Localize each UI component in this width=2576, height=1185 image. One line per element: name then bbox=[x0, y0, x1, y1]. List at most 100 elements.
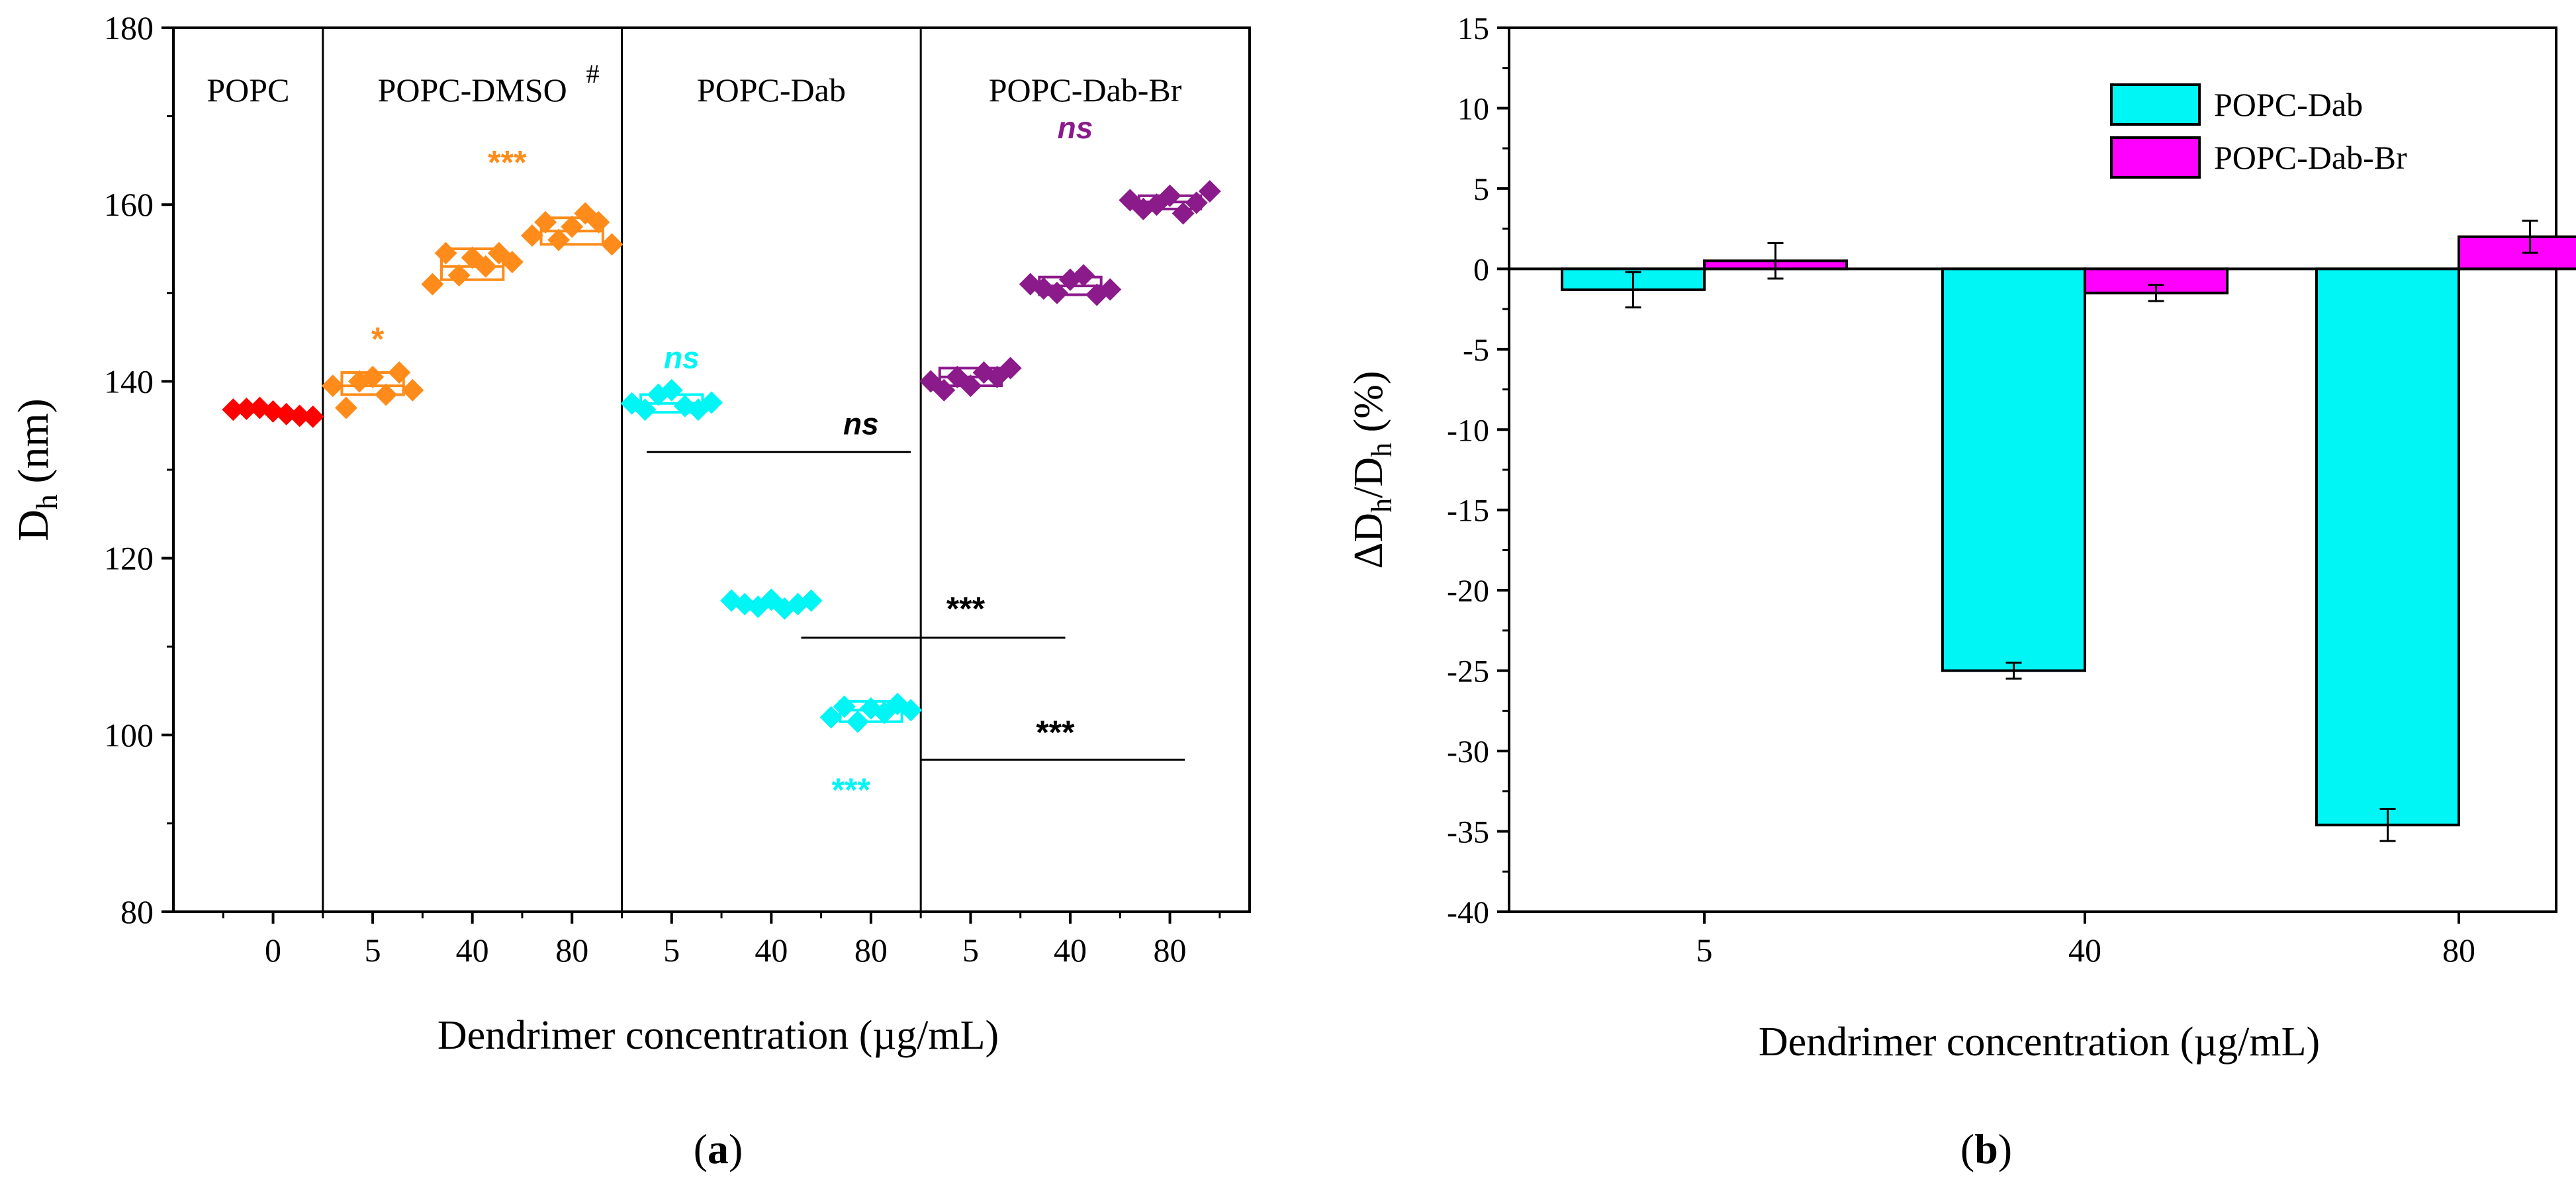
y-tick-label-a: 80 bbox=[120, 893, 154, 930]
significance-annotation: * bbox=[371, 321, 385, 358]
y-tick-label-a: 140 bbox=[104, 363, 154, 400]
y-tick-label-b: -5 bbox=[1463, 333, 1489, 368]
data-point bbox=[421, 273, 444, 296]
data-point bbox=[521, 224, 543, 247]
data-point bbox=[660, 378, 683, 402]
data-point bbox=[600, 233, 623, 256]
y-label-unit: (nm) bbox=[9, 398, 58, 494]
y-tick-label-b: -35 bbox=[1447, 815, 1489, 850]
data-point bbox=[401, 378, 424, 402]
data-point bbox=[1099, 278, 1122, 301]
panel-label-letter: a bbox=[708, 1125, 729, 1172]
y-label-sub: h bbox=[30, 494, 64, 509]
x-axis-label-b: Dendrimer concentration (µg/mL) bbox=[1759, 1020, 2320, 1065]
group-label-superscript: # bbox=[586, 59, 600, 89]
significance-annotation: *** bbox=[1036, 714, 1075, 751]
y-tick-label-a: 120 bbox=[104, 540, 154, 577]
data-point bbox=[474, 255, 497, 278]
data-point bbox=[1172, 202, 1195, 225]
data-point bbox=[534, 210, 557, 234]
y-tick-label-b: 10 bbox=[1457, 91, 1489, 126]
y-tick-label-b: 15 bbox=[1457, 11, 1489, 46]
y-tick-label-a: 100 bbox=[104, 717, 154, 754]
data-point bbox=[846, 710, 869, 733]
y-tick-label-b: -15 bbox=[1447, 494, 1489, 529]
legend-label: POPC-Dab bbox=[2214, 86, 2363, 123]
y-tick-label-b: -20 bbox=[1447, 574, 1489, 609]
y-tick-label-b: 5 bbox=[1473, 172, 1489, 207]
data-point bbox=[388, 361, 411, 384]
data-point bbox=[899, 699, 923, 722]
significance-annotation: ns bbox=[664, 340, 700, 374]
x-axis-label-a: Dendrimer concentration (µg/mL) bbox=[437, 1013, 999, 1058]
data-point bbox=[275, 402, 298, 425]
group-label-popc: POPC bbox=[207, 71, 289, 109]
data-point bbox=[1045, 281, 1068, 304]
y-label-sub: h bbox=[1365, 443, 1398, 457]
data-point bbox=[700, 391, 723, 414]
data-point bbox=[833, 695, 856, 719]
data-point bbox=[321, 374, 344, 398]
x-tick-label-b: 40 bbox=[2068, 932, 2101, 969]
panel-label-letter: b bbox=[1974, 1125, 1998, 1172]
y-label-sub: h bbox=[1365, 498, 1398, 513]
x-tick-label-b: 80 bbox=[2442, 932, 2475, 969]
x-tick-label-a: 40 bbox=[1054, 932, 1087, 969]
x-tick-label-a: 80 bbox=[555, 932, 588, 969]
y-tick-label-b: -10 bbox=[1447, 413, 1489, 448]
data-point bbox=[819, 706, 843, 729]
x-tick-label-a: 40 bbox=[755, 932, 788, 969]
data-point bbox=[1072, 264, 1095, 287]
significance-annotation: *** bbox=[488, 144, 527, 181]
data-point bbox=[288, 404, 311, 427]
data-point bbox=[301, 405, 324, 428]
data-point bbox=[434, 241, 457, 265]
y-axis-label-a: Dh (nm) bbox=[9, 398, 64, 541]
chart-a: 80 100 120 140 160 180 0 5 40 80 5 40 80 5 40 80 POPC POP… bbox=[9, 9, 1251, 1172]
data-point bbox=[561, 215, 584, 238]
significance-annotation: *** bbox=[832, 771, 871, 809]
x-tick-label-b: 5 bbox=[1696, 932, 1713, 969]
data-point bbox=[633, 398, 657, 421]
y-label-main: ΔD bbox=[1346, 513, 1391, 569]
data-point bbox=[222, 398, 245, 421]
data-point bbox=[235, 397, 258, 420]
y-tick-label-b: -30 bbox=[1447, 734, 1489, 769]
y-label-unit: (%) bbox=[1346, 371, 1391, 442]
chart-b: -40 -35 -30 -25 -20 -15 -10 -5 0 5 10 15 5 40 80 POPC-D… bbox=[1346, 11, 2576, 1172]
significance-annotation: *** bbox=[946, 590, 986, 627]
data-point bbox=[1185, 191, 1208, 214]
x-tick-label-a: 40 bbox=[456, 932, 489, 969]
data-point bbox=[334, 396, 357, 419]
y-tick-label-b: 0 bbox=[1473, 252, 1489, 287]
plot-frame-a bbox=[172, 26, 1251, 913]
significance-annotation: ns bbox=[1058, 110, 1093, 145]
data-point bbox=[447, 264, 471, 287]
data-point bbox=[547, 228, 571, 251]
group-label-popc-dab-br: POPC-Dab-Br bbox=[989, 71, 1182, 109]
legend-label: POPC-Dab-Br bbox=[2214, 139, 2407, 176]
y-axis-label-b: ΔDh/Dh (%) bbox=[1346, 371, 1398, 568]
data-point bbox=[959, 374, 982, 398]
panel-label-paren: ( bbox=[1960, 1125, 1974, 1172]
panel-label-paren: ) bbox=[729, 1125, 743, 1172]
data-point bbox=[375, 383, 398, 406]
y-tick-label-b: -40 bbox=[1447, 895, 1489, 930]
y-tick-label-a: 180 bbox=[104, 9, 154, 46]
data-point bbox=[999, 357, 1022, 380]
data-point bbox=[1198, 180, 1221, 203]
bar-popc-dab bbox=[1941, 267, 2086, 672]
legend-swatch bbox=[2110, 136, 2201, 179]
group-label-popc-dab: POPC-Dab bbox=[697, 71, 846, 109]
x-tick-label-a: 5 bbox=[962, 932, 979, 969]
data-point bbox=[1158, 184, 1181, 207]
y-label-main: D bbox=[9, 509, 58, 541]
x-tick-label-a: 5 bbox=[663, 932, 680, 969]
bar-popc-dab bbox=[2315, 267, 2460, 826]
panel-label-b: (b) bbox=[1960, 1125, 2012, 1172]
legend-swatch bbox=[2110, 83, 2201, 126]
data-point bbox=[361, 365, 385, 388]
data-point bbox=[500, 251, 524, 274]
group-label-popc-dmso: POPC-DMSO bbox=[378, 71, 567, 109]
